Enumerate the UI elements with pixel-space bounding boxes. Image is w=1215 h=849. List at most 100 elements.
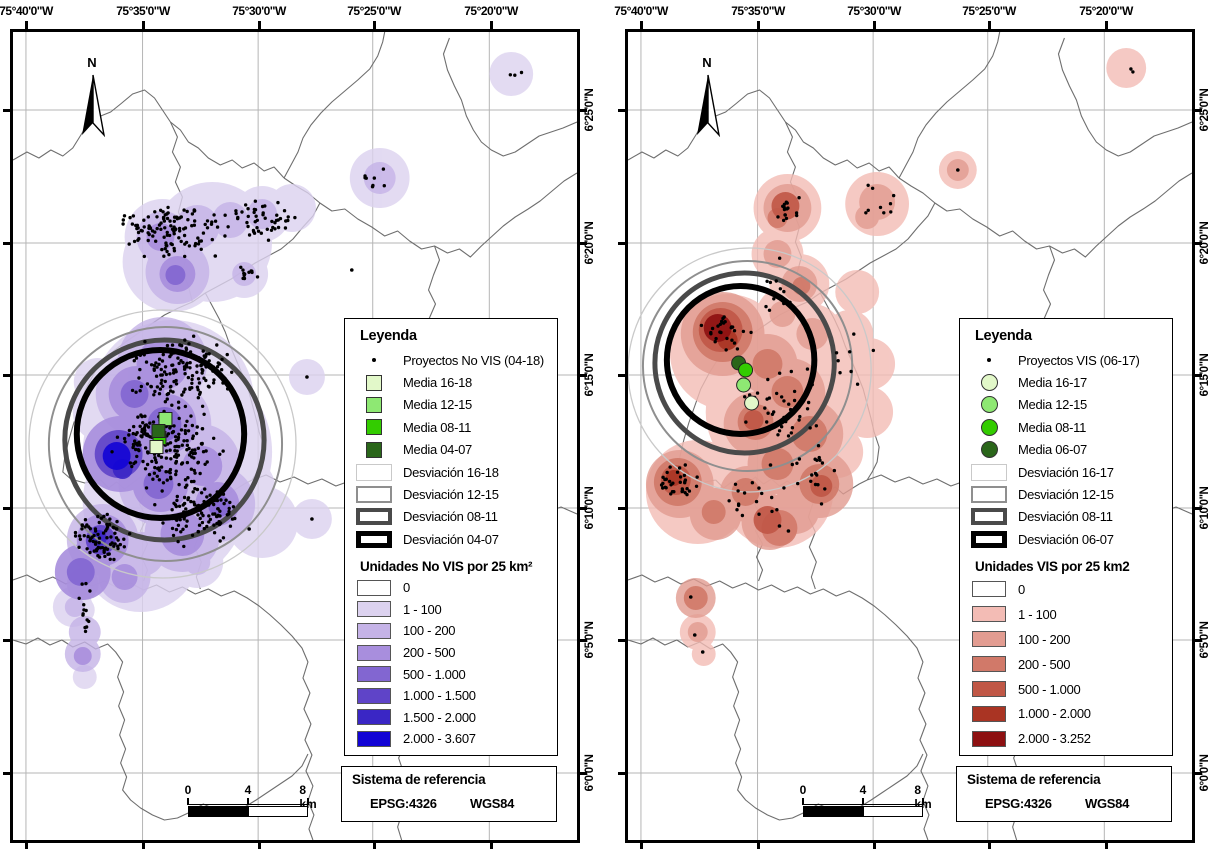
- density-row: 1 - 100: [960, 602, 1172, 627]
- legend-item-label: Desviación 16-17: [1018, 464, 1114, 480]
- lat-tick-left: [3, 772, 10, 775]
- density-class-label: 1 - 100: [1018, 606, 1057, 622]
- lon-tick-bottom: [258, 843, 261, 849]
- density-class-7: [102, 442, 131, 470]
- lon-axis-label: 75°40'0"W: [614, 4, 668, 18]
- density-swatch: [960, 656, 1018, 673]
- scale-bar: 048 km: [183, 783, 318, 821]
- lon-axis-label: 75°25'0"W: [347, 4, 401, 18]
- lon-tick-bottom: [873, 843, 876, 849]
- project-points: [73, 70, 524, 634]
- mean-center-marker-0: [158, 412, 173, 426]
- density-row: 1.000 - 2.000: [960, 701, 1172, 726]
- map-frame: [10, 29, 580, 843]
- deviation-symbol: [960, 486, 1018, 504]
- point-symbol: [345, 358, 403, 363]
- legend-row: Media 16-18: [345, 371, 557, 393]
- scalebar-label: 4: [859, 783, 867, 797]
- mean-center-symbol: [345, 396, 403, 413]
- density-class-label: 500 - 1.000: [1018, 681, 1081, 697]
- north-label: N: [87, 55, 97, 70]
- lon-tick-bottom: [988, 843, 991, 849]
- scalebar-tick: [307, 798, 309, 805]
- density-class-label: 100 - 200: [403, 623, 456, 639]
- legend-item-label: Desviación 12-15: [1018, 487, 1114, 503]
- density-class-label: 0: [1018, 581, 1025, 597]
- lon-tick-bottom: [1105, 843, 1108, 849]
- density-class-label: 1.000 - 1.500: [403, 688, 476, 704]
- map-panel-no-vis: N Leyenda Proyectos No VIS (04-18) Media …: [0, 0, 607, 849]
- mean-center-symbol: [345, 419, 403, 436]
- project-points: [659, 67, 1135, 654]
- lat-tick-right: [580, 374, 587, 377]
- deviation-circle-0: [628, 247, 872, 493]
- deviation-circle-0: [28, 309, 297, 579]
- mean-center-symbol: [960, 396, 1018, 414]
- reference-datum: WGS84: [470, 796, 515, 811]
- legend-row: Media 12-15: [960, 394, 1172, 416]
- legend-box: Leyenda Proyectos VIS (06-17) Media 16-17…: [959, 318, 1173, 756]
- lat-tick-right: [580, 109, 587, 112]
- density-swatch: [345, 666, 403, 683]
- lat-tick-left: [618, 242, 625, 245]
- legend-density-list: 0 1 - 100 100 - 200 200 - 500 500 - 1.000 1.0…: [960, 577, 1172, 751]
- lat-tick-right: [580, 772, 587, 775]
- lon-tick-top: [25, 21, 28, 29]
- legend-item-label: Media 16-17: [1018, 375, 1087, 391]
- scalebar-label: 0: [799, 783, 807, 797]
- density-swatch: [345, 687, 403, 704]
- legend-item-label: Media 08-11: [1018, 419, 1087, 435]
- reference-system-box: Sistema de referencia EPSG:4326 WGS84: [956, 766, 1172, 822]
- lon-tick-top: [1105, 21, 1108, 29]
- legend-row: Media 16-17: [960, 371, 1172, 393]
- density-swatch: [960, 681, 1018, 697]
- scalebar-line: [188, 804, 308, 806]
- deviation-symbol: [960, 508, 1018, 526]
- density-class-label: 0: [403, 580, 410, 596]
- lat-tick-left: [3, 507, 10, 510]
- density-row: 1.000 - 1.500: [345, 685, 557, 707]
- density-swatch: [345, 622, 403, 639]
- density-swatch: [960, 705, 1018, 722]
- legend-symbol-list: Proyectos No VIS (04-18) Media 16-18 Media…: [345, 349, 557, 551]
- density-class-label: 2.000 - 3.252: [1018, 731, 1091, 747]
- reference-datum: WGS84: [1085, 796, 1130, 811]
- density-row: 200 - 500: [345, 642, 557, 664]
- north-arrow-icon: [697, 74, 721, 137]
- density-class-label: 1.500 - 2.000: [403, 709, 476, 725]
- legend-row: Media 04-07: [345, 439, 557, 461]
- lat-tick-left: [618, 639, 625, 642]
- legend-title: Leyenda: [975, 328, 1032, 344]
- deviation-circle-3: [663, 283, 818, 437]
- legend-row: Desviación 08-11: [960, 506, 1172, 528]
- legend-row: Media 06-07: [960, 439, 1172, 461]
- lon-tick-top: [640, 21, 643, 29]
- mean-center-symbol: [960, 441, 1018, 459]
- legend-density-title: Unidades No VIS por 25 km²: [360, 559, 533, 574]
- density-swatch: [960, 730, 1018, 747]
- lon-axis-label: 75°25'0"W: [962, 4, 1016, 18]
- legend-item-label: Desviación 06-07: [1018, 531, 1114, 547]
- density-class-label: 2.000 - 3.607: [403, 731, 476, 747]
- lat-tick-right: [1195, 772, 1202, 775]
- scalebar-segment-white: [248, 806, 308, 817]
- deviation-symbol: [345, 508, 403, 526]
- density-row: 500 - 1.000: [960, 677, 1172, 702]
- legend-title: Leyenda: [360, 328, 417, 344]
- reference-epsg: EPSG:4326: [985, 796, 1052, 811]
- deviation-circle-1: [47, 326, 284, 562]
- lon-tick-top: [258, 21, 261, 29]
- reference-system-title: Sistema de referencia: [352, 772, 486, 787]
- density-row: 200 - 500: [960, 652, 1172, 677]
- legend-item-label: Media 08-11: [403, 419, 472, 435]
- scalebar-segment-black: [188, 806, 248, 817]
- density-row: 0: [960, 577, 1172, 602]
- density-row: 100 - 200: [345, 620, 557, 642]
- lat-tick-right: [1195, 507, 1202, 510]
- scalebar-tick: [187, 798, 189, 805]
- lon-axis-label: 75°35'0"W: [116, 4, 170, 18]
- density-row: 100 - 200: [960, 627, 1172, 652]
- mean-center-symbol: [960, 418, 1018, 436]
- deviation-symbol: [960, 530, 1018, 548]
- legend-row: Desviación 12-15: [345, 483, 557, 505]
